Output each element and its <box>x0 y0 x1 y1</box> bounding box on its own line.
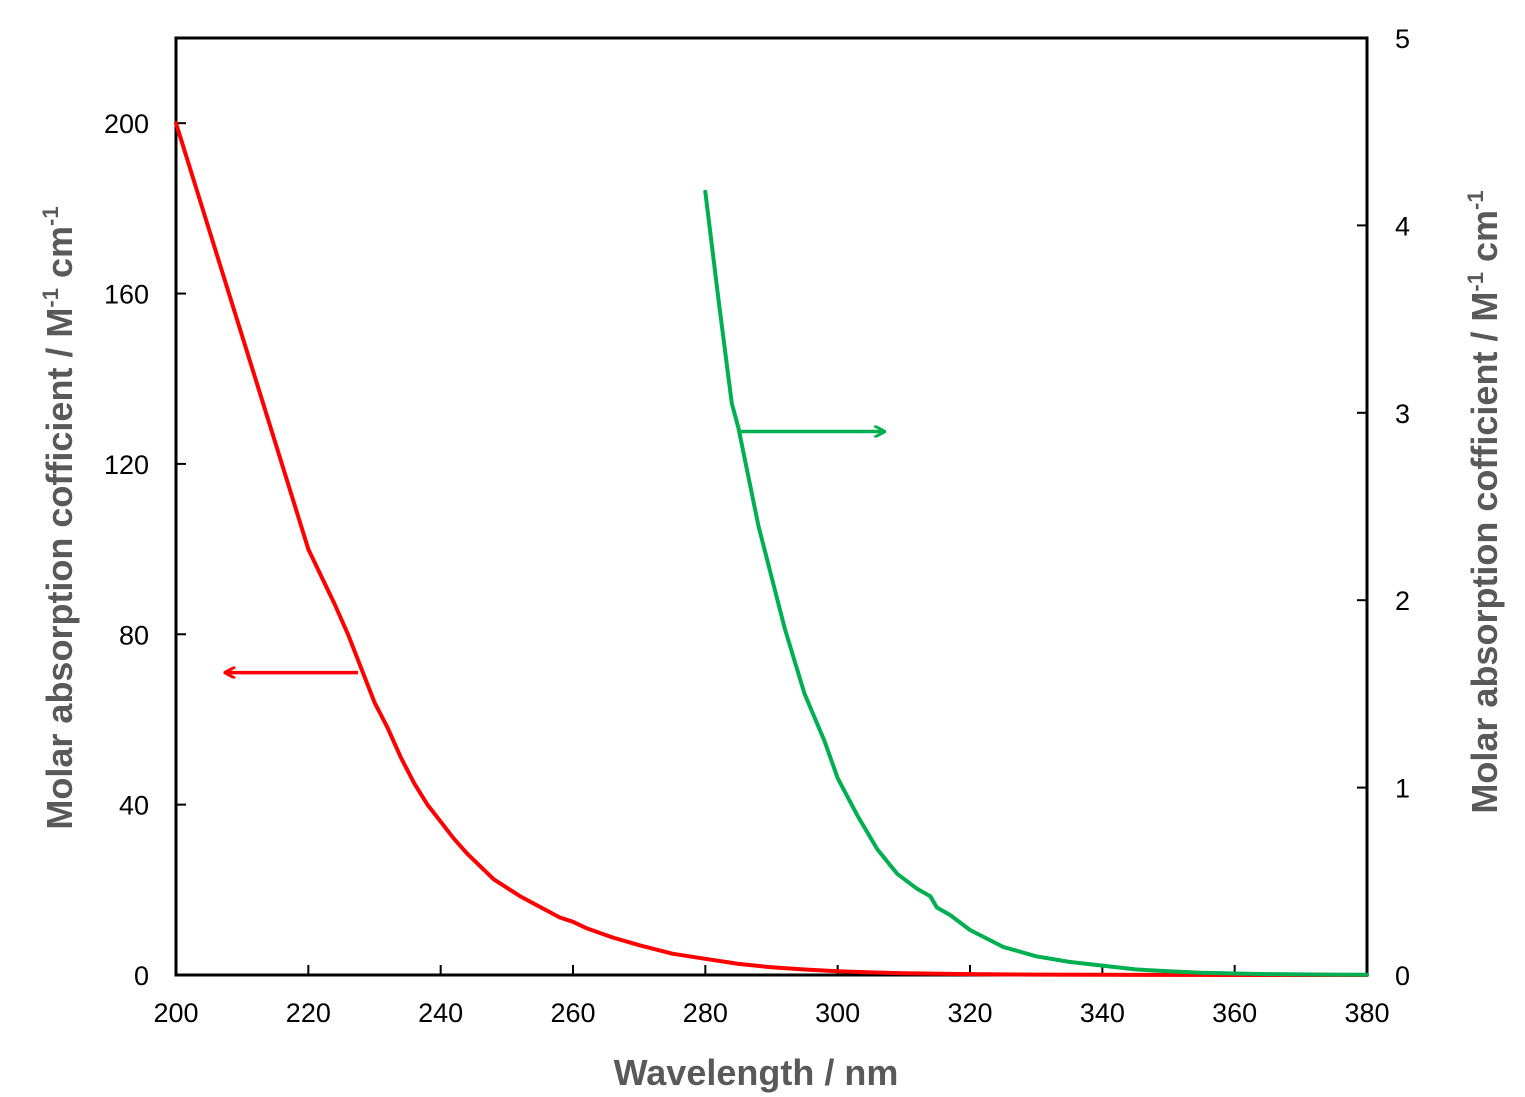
y2-tick-label: 2 <box>1395 586 1410 616</box>
x-axis-ticks: 200 220 240 260 280 300 320 340 360 380 <box>153 965 1390 1028</box>
x-tick-label: 260 <box>550 998 595 1028</box>
y2-tick-label: 3 <box>1395 399 1410 429</box>
x-tick-label: 220 <box>286 998 331 1028</box>
series-layer <box>174 121 1369 977</box>
y-tick-label: 120 <box>104 450 149 480</box>
x-tick-label: 240 <box>418 998 463 1028</box>
y-tick-label: 160 <box>104 280 149 310</box>
x-axis-title: Wavelength / nm <box>614 1052 899 1093</box>
x-tick-label: 380 <box>1344 998 1389 1028</box>
y-axis-right-title: Molar absorption cofficient / M-1 cm-1 <box>1463 190 1505 813</box>
y-tick-label: 0 <box>134 961 149 991</box>
x-tick-label: 360 <box>1212 998 1257 1028</box>
y-tick-label: 200 <box>104 109 149 139</box>
x-tick-label: 320 <box>947 998 992 1028</box>
plot-area-frame <box>174 36 1369 977</box>
annotation-layer <box>226 432 884 673</box>
series-line-right <box>703 189 1369 977</box>
x-tick-label: 200 <box>153 998 198 1028</box>
y2-tick-label: 5 <box>1395 24 1410 54</box>
y-axis-left-ticks: 0 40 80 120 160 200 <box>104 109 186 991</box>
series-line-left <box>174 121 1369 977</box>
x-tick-label: 340 <box>1080 998 1125 1028</box>
y-axis-right-ticks: 0 1 2 3 4 5 <box>1357 24 1410 991</box>
x-tick-label: 280 <box>683 998 728 1028</box>
y2-tick-label: 0 <box>1395 961 1410 991</box>
y2-tick-label: 4 <box>1395 211 1410 241</box>
x-tick-label: 300 <box>815 998 860 1028</box>
y-axis-left-title: Molar absorption cofficient / M-1 cm-1 <box>38 206 80 829</box>
y2-tick-label: 1 <box>1395 774 1410 804</box>
y-tick-label: 80 <box>119 620 149 650</box>
y-tick-label: 40 <box>119 791 149 821</box>
